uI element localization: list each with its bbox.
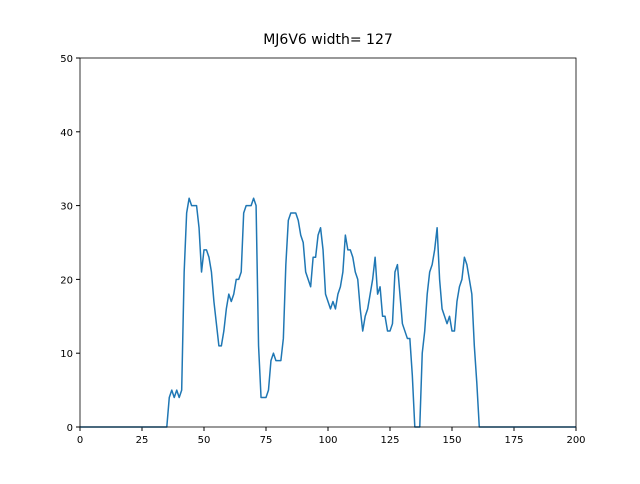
x-tick-label: 100 bbox=[318, 435, 337, 446]
y-tick-label: 30 bbox=[60, 202, 73, 213]
x-tick-label: 50 bbox=[198, 435, 211, 446]
line bbox=[80, 197, 576, 428]
y-tick-label: 10 bbox=[60, 349, 73, 360]
x-tick-label: 25 bbox=[136, 435, 149, 446]
x-tick-label: 75 bbox=[260, 435, 273, 446]
x-tick-label: 175 bbox=[504, 435, 523, 446]
x-tick-label: 0 bbox=[77, 435, 83, 446]
x-tick-label: 125 bbox=[380, 435, 399, 446]
y-tick-label: 50 bbox=[60, 54, 73, 65]
y-tick-label: 40 bbox=[60, 128, 73, 139]
x-tick-label: 150 bbox=[442, 435, 461, 446]
y-tick-label: 20 bbox=[60, 275, 73, 286]
plot-frame bbox=[79, 57, 577, 428]
y-tick-label: 0 bbox=[67, 423, 73, 434]
x-tick-label: 200 bbox=[566, 435, 585, 446]
chart-title: MJ6V6 width= 127 bbox=[263, 32, 393, 48]
